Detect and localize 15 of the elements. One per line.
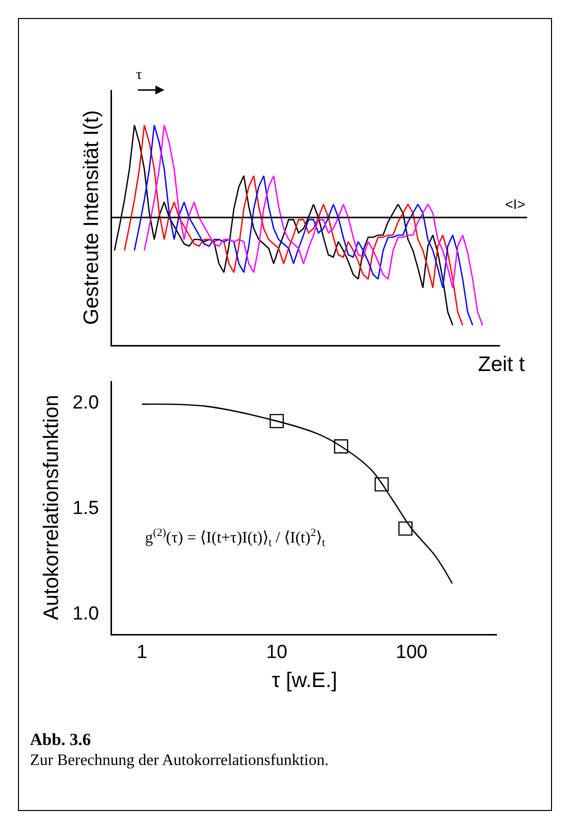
y-tick-label: 1.0 <box>72 604 99 625</box>
y-axis-title: Gestreute Intensität I(t) <box>80 110 103 325</box>
text: τ <box>136 67 142 83</box>
caption: Abb. 3.6 <box>30 730 92 750</box>
x-axis-title: Zeit t <box>478 353 525 376</box>
x-tick-label: 1 <box>136 642 148 664</box>
text: Zur Berechnung der Autokorrelationsfunktion. <box>30 752 329 770</box>
annotation: g$^{(2)}$(τ) = ⟨I(t+τ)I(t)⟩$_{t}$ / ⟨I(t)$^{2}$⟩$_{t}$ <box>145 527 326 550</box>
ref-line-label: <I> <box>505 196 526 212</box>
y-axis-title: Autokorrelationsfunktion <box>40 394 63 620</box>
x-tick-label: 10 <box>266 642 288 664</box>
y-tick-label: 2.0 <box>72 392 99 414</box>
y-tick-label: 1.5 <box>72 498 99 520</box>
x-tick-label: 100 <box>396 642 428 664</box>
x-axis-title: τ [w.E.] <box>272 669 338 692</box>
